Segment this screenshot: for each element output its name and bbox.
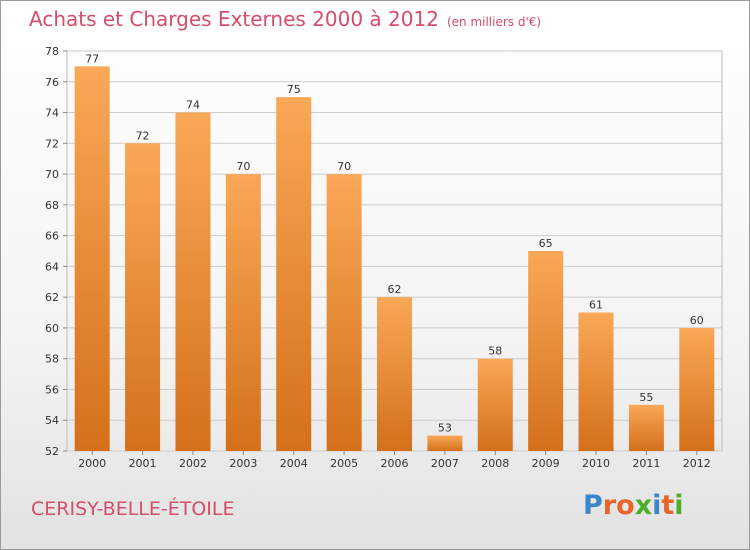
bar-2006 [377,297,412,451]
data-label: 55 [639,391,653,404]
commune-name: CERISY-BELLE-ÉTOILE [31,498,235,520]
y-tick-label: 74 [45,107,59,120]
y-tick-label: 70 [45,168,59,181]
y-tick-label: 56 [45,383,59,396]
data-label: 75 [287,83,301,96]
x-tick-label: 2006 [381,457,409,470]
chart-title-text: Achats et Charges Externes 2000 à 2012 [29,7,439,31]
y-tick-label: 60 [45,322,59,335]
y-tick-label: 52 [45,445,59,458]
bar-2009 [528,251,564,451]
x-tick-label: 2008 [481,457,509,470]
bar-2002 [175,112,211,452]
x-tick-label: 2012 [683,457,711,470]
bar-2008 [477,358,513,451]
y-tick-label: 66 [45,230,59,243]
bar-2003 [225,174,261,452]
data-label: 58 [488,345,502,358]
x-tick-label: 2011 [632,457,660,470]
y-tick-label: 64 [45,260,59,273]
data-label: 53 [438,422,452,435]
y-tick-label: 54 [45,414,59,427]
y-tick-label: 78 [45,45,59,58]
bar-2005 [326,174,362,452]
logo-letter: i [674,490,684,521]
logo-letter: i [652,490,662,521]
logo-letter: t [661,490,675,521]
y-tick-label: 76 [45,76,59,89]
x-tick-label: 2001 [129,457,157,470]
logo-letter: x [634,490,653,521]
logo-letter: P [583,490,603,521]
chart-unit: (en milliers d'€) [446,15,542,29]
logo-letter: o [616,490,635,521]
y-tick-label: 68 [45,199,59,212]
bar-2011 [628,404,664,451]
x-tick-label: 2000 [78,457,106,470]
data-label: 77 [85,52,99,65]
chart-title: Achats et Charges Externes 2000 à 2012 (e… [29,7,541,31]
x-tick-label: 2007 [431,457,459,470]
y-tick-label: 62 [45,291,59,304]
data-label: 61 [589,299,603,312]
x-tick-label: 2010 [582,457,610,470]
bar-2001 [125,143,161,452]
bar-2000 [74,66,110,451]
bar-2004 [276,97,312,452]
data-label: 72 [136,129,150,142]
data-label: 74 [186,99,200,112]
data-label: 62 [388,283,402,296]
x-tick-label: 2002 [179,457,207,470]
x-tick-label: 2005 [330,457,358,470]
y-tick-label: 72 [45,137,59,150]
y-tick-label: 58 [45,353,59,366]
x-tick-label: 2003 [229,457,257,470]
bar-2007 [427,435,463,451]
data-label: 70 [337,160,351,173]
data-label: 70 [236,160,250,173]
bar-2010 [578,312,614,451]
x-tick-label: 2009 [532,457,560,470]
proxiti-logo: Proxiti [583,490,684,521]
bar-2012 [679,327,715,451]
x-tick-label: 2004 [280,457,308,470]
logo-letter: r [602,490,617,521]
data-label: 60 [690,314,704,327]
data-label: 65 [539,237,553,250]
